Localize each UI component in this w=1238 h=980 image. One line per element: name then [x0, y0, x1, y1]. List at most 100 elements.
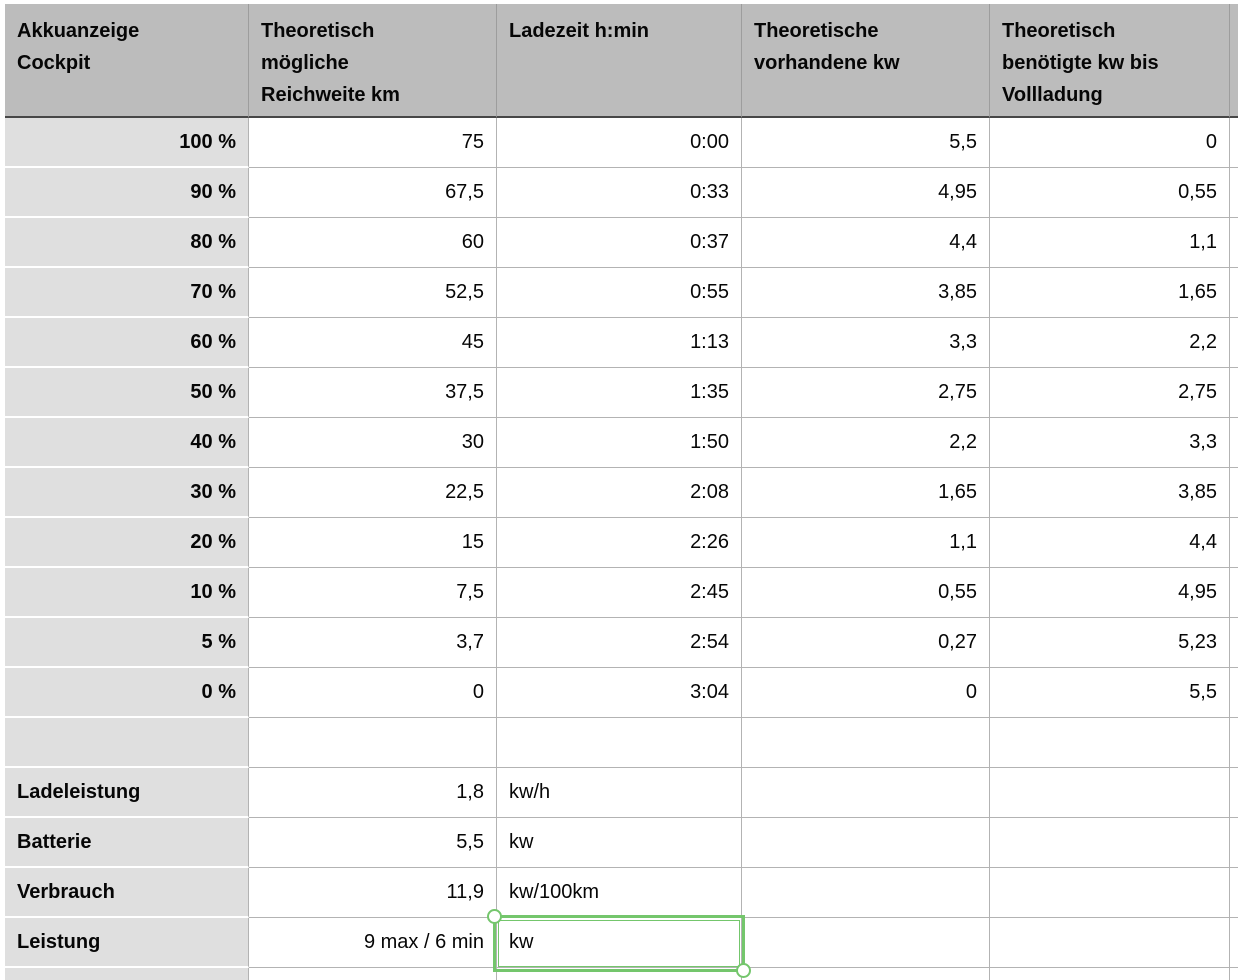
- cell-empty[interactable]: [742, 768, 990, 818]
- cell-ladezeit[interactable]: 2:54: [497, 618, 742, 668]
- cell-benoetigt[interactable]: 1,65: [990, 268, 1230, 318]
- row-header-cell[interactable]: 10 %: [5, 568, 249, 618]
- info-value-cell[interactable]: 11,9: [249, 868, 497, 918]
- cell-reichweite[interactable]: 3,7: [249, 618, 497, 668]
- cell-reichweite[interactable]: 75: [249, 118, 497, 168]
- cell-overflow[interactable]: [1230, 868, 1238, 918]
- selected-cell-outline[interactable]: [487, 909, 751, 978]
- cell-vorhanden[interactable]: 0: [742, 668, 990, 718]
- cell-empty[interactable]: [742, 918, 990, 968]
- info-unit-cell[interactable]: kw: [497, 818, 742, 868]
- cell-empty[interactable]: [249, 968, 497, 980]
- cell-overflow[interactable]: [1230, 418, 1238, 468]
- cell-overflow[interactable]: [1230, 518, 1238, 568]
- cell-overflow[interactable]: [1230, 568, 1238, 618]
- cell-empty[interactable]: [990, 918, 1230, 968]
- info-value-cell[interactable]: 1,8: [249, 768, 497, 818]
- row-header-cell[interactable]: 20 %: [5, 518, 249, 568]
- cell-vorhanden[interactable]: 4,95: [742, 168, 990, 218]
- cell-overflow[interactable]: [1230, 218, 1238, 268]
- cell-ladezeit[interactable]: 3:04: [497, 668, 742, 718]
- cell-vorhanden[interactable]: 4,4: [742, 218, 990, 268]
- row-header-cell[interactable]: 30 %: [5, 468, 249, 518]
- row-header-cell[interactable]: 100 %: [5, 118, 249, 168]
- row-header-cell[interactable]: 5 %: [5, 618, 249, 668]
- info-value-cell[interactable]: 9 max / 6 min: [249, 918, 497, 968]
- cell-empty[interactable]: [742, 968, 990, 980]
- info-unit-cell[interactable]: kw: [497, 918, 742, 968]
- row-header-cell[interactable]: 50 %: [5, 368, 249, 418]
- row-header-cell[interactable]: 0 %: [5, 668, 249, 718]
- cell-vorhanden[interactable]: 2,2: [742, 418, 990, 468]
- cell-reichweite[interactable]: 30: [249, 418, 497, 468]
- cell-ladezeit[interactable]: 2:26: [497, 518, 742, 568]
- cell-vorhanden[interactable]: 1,65: [742, 468, 990, 518]
- cell-overflow[interactable]: [1230, 618, 1238, 668]
- cell-ladezeit[interactable]: 2:45: [497, 568, 742, 618]
- cell-benoetigt[interactable]: 0,55: [990, 168, 1230, 218]
- cell-overflow[interactable]: [1230, 318, 1238, 368]
- cell-reichweite[interactable]: 45: [249, 318, 497, 368]
- cell-reichweite[interactable]: 37,5: [249, 368, 497, 418]
- cell-empty[interactable]: [249, 718, 497, 768]
- cell-empty[interactable]: [990, 818, 1230, 868]
- info-unit-cell[interactable]: kw/h: [497, 768, 742, 818]
- cell-overflow[interactable]: [1230, 468, 1238, 518]
- cell-overflow[interactable]: [1230, 718, 1238, 768]
- cell-benoetigt[interactable]: 4,95: [990, 568, 1230, 618]
- selection-handle-top-left[interactable]: [487, 909, 502, 924]
- cell-ladezeit[interactable]: 0:55: [497, 268, 742, 318]
- cell-vorhanden[interactable]: 5,5: [742, 118, 990, 168]
- info-value-cell[interactable]: 5,5: [249, 818, 497, 868]
- cell-benoetigt[interactable]: 0: [990, 118, 1230, 168]
- cell-reichweite[interactable]: 0: [249, 668, 497, 718]
- cell-overflow[interactable]: [1230, 818, 1238, 868]
- column-header-akkuanzeige[interactable]: Akkuanzeige Cockpit: [5, 4, 249, 118]
- cell-benoetigt[interactable]: 1,1: [990, 218, 1230, 268]
- cell-ladezeit[interactable]: 0:37: [497, 218, 742, 268]
- row-header-cell[interactable]: 90 %: [5, 168, 249, 218]
- cell-benoetigt[interactable]: 5,5: [990, 668, 1230, 718]
- cell-ladezeit[interactable]: 1:13: [497, 318, 742, 368]
- cell-benoetigt[interactable]: 2,75: [990, 368, 1230, 418]
- cell-overflow[interactable]: [1230, 768, 1238, 818]
- cell-empty[interactable]: [990, 868, 1230, 918]
- column-header-reichweite[interactable]: Theoretisch mögliche Reichweite km: [249, 4, 497, 118]
- info-label-cell[interactable]: Batterie: [5, 818, 249, 868]
- cell-empty[interactable]: [742, 868, 990, 918]
- row-header-cell[interactable]: 80 %: [5, 218, 249, 268]
- cell-benoetigt[interactable]: 5,23: [990, 618, 1230, 668]
- cell-vorhanden[interactable]: 1,1: [742, 518, 990, 568]
- cell-overflow[interactable]: [1230, 968, 1238, 980]
- cell-empty[interactable]: [497, 718, 742, 768]
- cell-ladezeit[interactable]: 1:35: [497, 368, 742, 418]
- cell-overflow[interactable]: [1230, 118, 1238, 168]
- cell-vorhanden[interactable]: 0,27: [742, 618, 990, 668]
- row-header-cell[interactable]: 60 %: [5, 318, 249, 368]
- cell-ladezeit[interactable]: 0:33: [497, 168, 742, 218]
- cell-reichweite[interactable]: 52,5: [249, 268, 497, 318]
- cell-overflow[interactable]: [1230, 268, 1238, 318]
- info-label-cell[interactable]: Ladeleistung: [5, 768, 249, 818]
- cell-benoetigt[interactable]: 4,4: [990, 518, 1230, 568]
- cell-vorhanden[interactable]: 3,3: [742, 318, 990, 368]
- row-header-cell[interactable]: [5, 968, 249, 980]
- cell-empty[interactable]: [742, 818, 990, 868]
- column-header-ladezeit[interactable]: Ladezeit h:min: [497, 4, 742, 118]
- cell-overflow[interactable]: [1230, 368, 1238, 418]
- cell-empty[interactable]: [742, 718, 990, 768]
- cell-overflow[interactable]: [1230, 168, 1238, 218]
- cell-benoetigt[interactable]: 3,85: [990, 468, 1230, 518]
- cell-vorhanden[interactable]: 3,85: [742, 268, 990, 318]
- cell-ladezeit[interactable]: 1:50: [497, 418, 742, 468]
- spacer-row-header[interactable]: [5, 718, 249, 768]
- cell-reichweite[interactable]: 60: [249, 218, 497, 268]
- info-unit-cell[interactable]: kw/100km: [497, 868, 742, 918]
- cell-reichweite[interactable]: 22,5: [249, 468, 497, 518]
- cell-empty[interactable]: [990, 968, 1230, 980]
- cell-empty[interactable]: [990, 768, 1230, 818]
- cell-vorhanden[interactable]: 2,75: [742, 368, 990, 418]
- column-header-vorhanden[interactable]: Theoretische vorhandene kw: [742, 4, 990, 118]
- info-label-cell[interactable]: Verbrauch: [5, 868, 249, 918]
- cell-reichweite[interactable]: 7,5: [249, 568, 497, 618]
